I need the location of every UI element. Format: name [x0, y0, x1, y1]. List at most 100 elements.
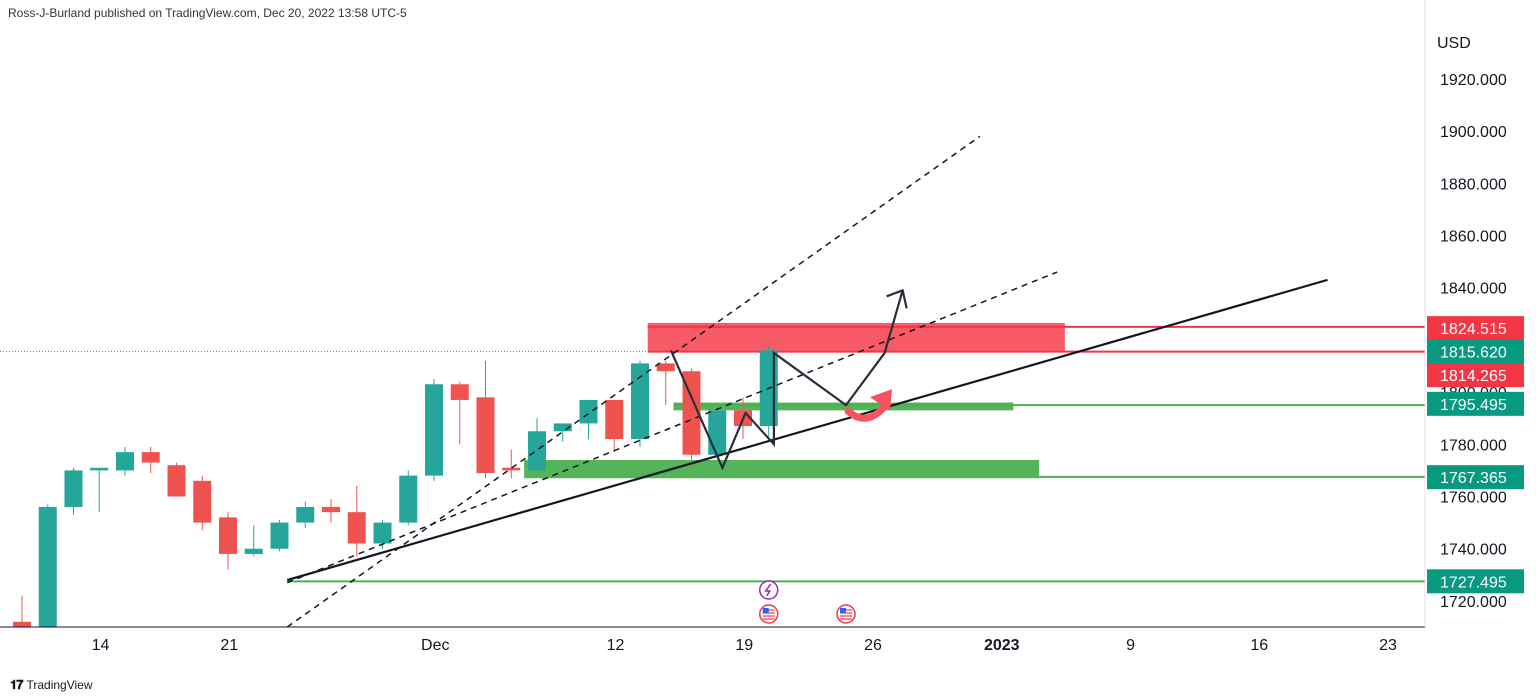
- candle-body: [244, 548, 263, 554]
- candle: [682, 368, 701, 460]
- candles-layer: [13, 345, 778, 627]
- dashed-trendline-mid: [286, 271, 1058, 584]
- y-tick-label: 1860.000: [1440, 229, 1507, 246]
- price-label-1727: 1727.495: [1427, 569, 1524, 594]
- y-tick-label: 1780.000: [1440, 437, 1507, 454]
- price-label-1795: 1795.495: [1427, 391, 1524, 416]
- price-label-text: 1727.495: [1440, 574, 1507, 591]
- x-tick-label: 23: [1379, 637, 1397, 654]
- price-label-text: 1815.620: [1440, 344, 1507, 361]
- candle-body: [631, 363, 649, 440]
- candle-body: [193, 480, 212, 523]
- y-tick-label: 1740.000: [1440, 542, 1507, 559]
- lightning-icon: [759, 580, 779, 600]
- candle: [244, 525, 263, 557]
- price-label-text: 1814.265: [1440, 368, 1507, 385]
- candle-body: [219, 517, 237, 554]
- main-trendline: [286, 278, 1328, 582]
- flag-canton: [840, 608, 846, 613]
- price-label-bg: [1427, 465, 1524, 490]
- y-tick-label: 1840.000: [1440, 281, 1507, 298]
- candle-body: [425, 384, 443, 476]
- candle: [425, 379, 443, 481]
- candle-body: [322, 506, 340, 513]
- candle-body: [38, 506, 57, 627]
- event-icon-us-flag-1: [759, 604, 779, 624]
- candle-body: [605, 399, 624, 440]
- candle: [64, 467, 83, 515]
- candle-body: [64, 470, 83, 507]
- candle-body: [116, 452, 134, 471]
- candle: [553, 423, 572, 442]
- candle-body: [528, 431, 546, 471]
- candle-body: [141, 452, 160, 463]
- x-tick-label: 26: [864, 637, 882, 654]
- candle: [631, 360, 649, 447]
- candle: [476, 360, 495, 479]
- events-layer: [759, 580, 856, 624]
- y-tick-label: 1760.000: [1440, 490, 1507, 507]
- candle: [219, 512, 237, 570]
- candle-body: [476, 397, 495, 474]
- candle: [296, 501, 315, 528]
- candle: [193, 475, 212, 531]
- candle-body: [682, 371, 701, 455]
- support-zone-lower: [524, 459, 1040, 479]
- candle: [347, 486, 366, 557]
- candle-body: [450, 384, 469, 400]
- candle: [399, 470, 418, 526]
- candle-body: [347, 512, 366, 544]
- candle-body: [90, 467, 109, 471]
- event-icon-us-flag-2: [836, 604, 856, 624]
- candle-body: [13, 621, 31, 627]
- tradingview-brand[interactable]: 𝟏𝟕 TradingView: [10, 677, 93, 693]
- candle-body: [708, 410, 727, 455]
- bounce-curve-arrow: [844, 403, 888, 422]
- candle: [13, 595, 31, 627]
- price-label-text: 1795.495: [1440, 397, 1507, 414]
- projection-zigzag: [669, 290, 904, 471]
- candle-body: [399, 475, 418, 523]
- candle-body: [270, 522, 289, 549]
- x-tick-label: 19: [735, 637, 753, 654]
- price-label-1814: 1814.265: [1427, 363, 1524, 388]
- x-tick-label: Dec: [421, 637, 449, 654]
- y-tick-label: 1920.000: [1440, 72, 1507, 89]
- candle-body: [656, 363, 675, 372]
- candle: [167, 462, 186, 497]
- currency-label: USD: [1437, 35, 1471, 52]
- brand-text: TradingView: [26, 678, 93, 692]
- projection-arrowhead: [886, 288, 908, 309]
- candle: [708, 407, 727, 458]
- candle-body: [579, 399, 598, 424]
- price-labels-layer: 1824.5151815.62003:01:391814.2651795.495…: [1427, 316, 1524, 594]
- price-label-bg: [1427, 391, 1524, 416]
- y-tick-label: 1880.000: [1440, 176, 1507, 193]
- support-zone-upper: [673, 402, 1014, 411]
- price-label-bg: [1427, 363, 1524, 388]
- event-icon-lightning: [759, 580, 779, 600]
- candle-body: [502, 467, 521, 471]
- price-label-1767: 1767.365: [1427, 465, 1524, 490]
- candle: [759, 345, 778, 437]
- x-tick-label: 12: [607, 637, 625, 654]
- x-tick-label: 14: [92, 637, 110, 654]
- price-label-text: 1824.515: [1440, 321, 1507, 338]
- candle: [579, 399, 598, 440]
- x-tick-label: 16: [1250, 637, 1268, 654]
- price-label-text: 1767.365: [1440, 470, 1507, 487]
- tradingview-logo-icon: 𝟏𝟕: [10, 677, 24, 692]
- candle-body: [553, 423, 572, 432]
- y-tick-label: 1720.000: [1440, 594, 1507, 611]
- price-label-bg: [1427, 316, 1524, 341]
- attribution-text: Ross-J-Burland published on TradingView.…: [8, 6, 407, 20]
- candle-body: [296, 506, 315, 523]
- candle-body: [373, 522, 392, 544]
- candle: [322, 499, 340, 523]
- candle: [605, 399, 624, 453]
- candle: [502, 449, 521, 479]
- y-tick-label: 1900.000: [1440, 124, 1507, 141]
- trendlines-layer: [286, 135, 1328, 628]
- candle: [528, 418, 546, 471]
